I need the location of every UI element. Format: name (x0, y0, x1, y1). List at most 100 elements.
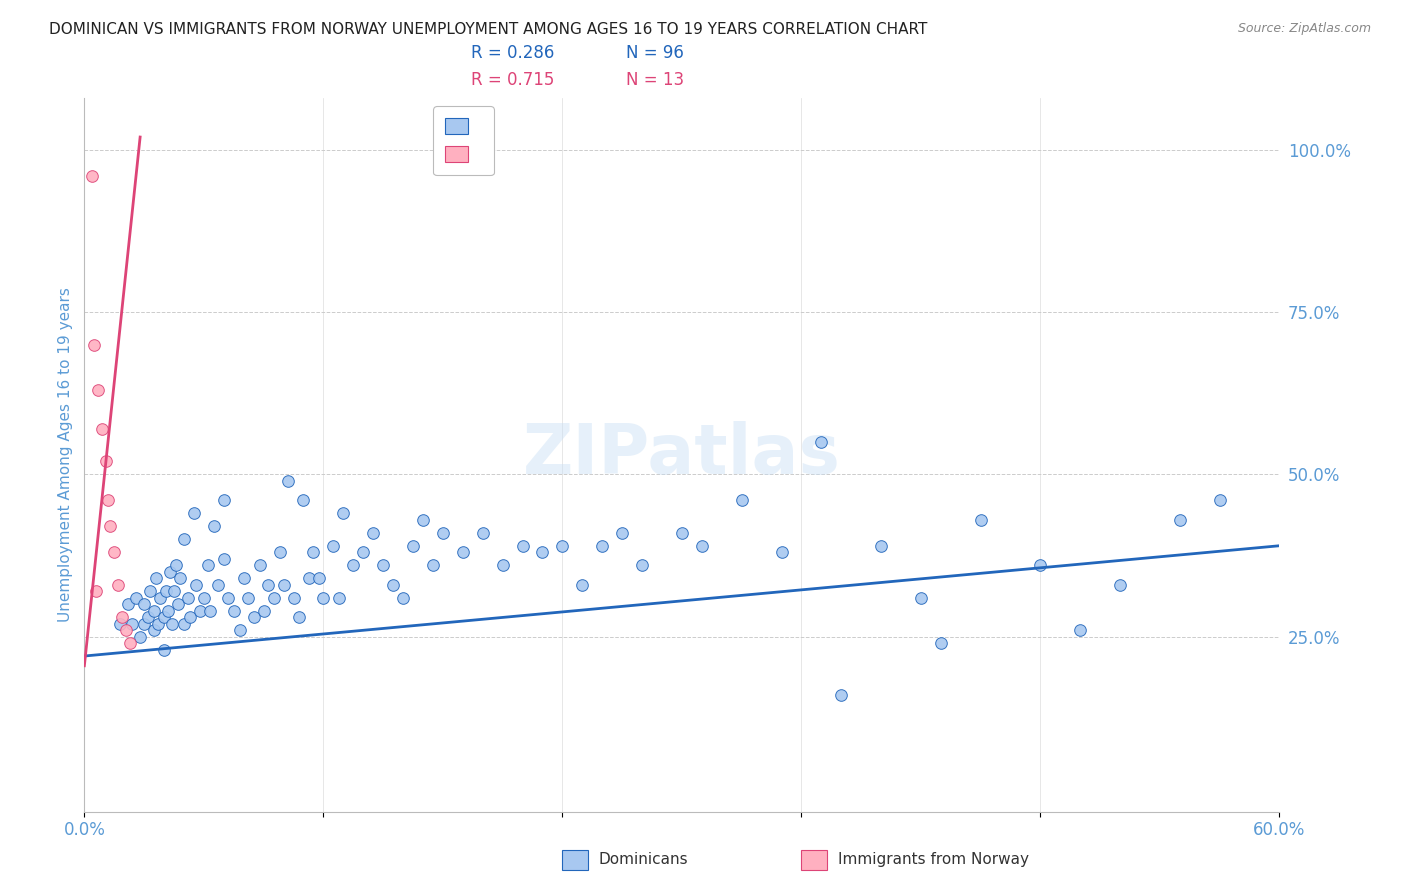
Point (1069, 623, 1091, 637)
Point (610, 525, 633, 540)
Point (298, 571, 321, 585)
Point (212, 493, 235, 508)
Text: Dominicans: Dominicans (599, 853, 689, 867)
Point (412, 513, 434, 527)
Point (283, 591, 305, 605)
Point (160, 616, 183, 631)
Point (308, 571, 330, 585)
Point (96, 454, 118, 468)
Point (202, 519, 225, 533)
Point (183, 506, 205, 520)
Point (1208, 493, 1232, 508)
Point (249, 558, 271, 573)
Point (322, 539, 344, 553)
Point (145, 571, 167, 585)
Point (1168, 513, 1191, 527)
Point (352, 545, 374, 559)
Text: DOMINICAN VS IMMIGRANTS FROM NORWAY UNEMPLOYMENT AMONG AGES 16 TO 19 YEARS CORRE: DOMINICAN VS IMMIGRANTS FROM NORWAY UNEM… (49, 22, 928, 37)
Point (770, 545, 793, 559)
Point (125, 591, 148, 605)
Point (110, 616, 132, 631)
Point (165, 558, 187, 573)
Point (157, 604, 180, 618)
Point (242, 610, 264, 624)
Point (422, 558, 444, 573)
Point (273, 577, 295, 591)
Point (332, 506, 354, 520)
Point (169, 571, 191, 585)
Point (97, 493, 120, 508)
Text: N = 13: N = 13 (626, 70, 683, 88)
Text: R = 0.286: R = 0.286 (471, 44, 554, 62)
Point (731, 493, 754, 508)
Text: N = 96: N = 96 (626, 44, 683, 62)
Point (184, 577, 207, 591)
Point (155, 584, 177, 599)
Point (312, 591, 335, 605)
Point (188, 604, 211, 618)
Point (292, 493, 315, 508)
Point (143, 623, 166, 637)
Point (371, 558, 394, 573)
Point (217, 591, 239, 605)
Point (177, 591, 200, 605)
Point (571, 577, 593, 591)
Point (197, 558, 219, 573)
Point (690, 539, 713, 553)
Point (392, 591, 415, 605)
Point (512, 539, 534, 553)
Point (236, 591, 259, 605)
Point (288, 610, 311, 624)
Point (139, 584, 162, 599)
Point (87, 383, 110, 397)
Point (328, 591, 350, 605)
Text: Source: ZipAtlas.com: Source: ZipAtlas.com (1237, 22, 1371, 36)
Point (432, 525, 454, 540)
Point (153, 642, 176, 657)
Point (198, 604, 221, 618)
Y-axis label: Unemployment Among Ages 16 to 19 years: Unemployment Among Ages 16 to 19 years (58, 287, 73, 623)
Point (830, 688, 852, 702)
Point (402, 539, 425, 553)
Point (107, 577, 129, 591)
Point (83, 337, 105, 351)
Point (82, 169, 104, 183)
Point (382, 577, 405, 591)
Point (121, 616, 143, 631)
Point (810, 434, 832, 449)
Point (471, 525, 494, 540)
Point (342, 558, 364, 573)
Point (222, 604, 245, 618)
Point (910, 591, 932, 605)
Point (163, 584, 186, 599)
Text: R = 0.715: R = 0.715 (471, 70, 554, 88)
Point (159, 565, 181, 579)
Point (263, 591, 285, 605)
Point (103, 545, 125, 559)
Point (91, 422, 114, 436)
Legend:  ,  : , (433, 106, 494, 175)
Point (256, 577, 278, 591)
Point (153, 610, 176, 624)
Point (98, 519, 121, 533)
Point (136, 610, 159, 624)
Point (1029, 558, 1052, 573)
Point (207, 577, 229, 591)
Point (132, 597, 156, 611)
Point (193, 591, 215, 605)
Point (870, 539, 893, 553)
Point (86, 584, 108, 599)
Point (591, 539, 613, 553)
Point (276, 474, 298, 488)
Point (143, 604, 166, 618)
Point (212, 551, 235, 566)
Text: ZIPatlas: ZIPatlas (523, 421, 841, 489)
Point (361, 525, 384, 540)
Point (302, 545, 325, 559)
Point (492, 558, 515, 573)
Point (129, 630, 152, 644)
Point (269, 545, 291, 559)
Point (1109, 577, 1132, 591)
Point (179, 610, 201, 624)
Point (228, 623, 252, 637)
